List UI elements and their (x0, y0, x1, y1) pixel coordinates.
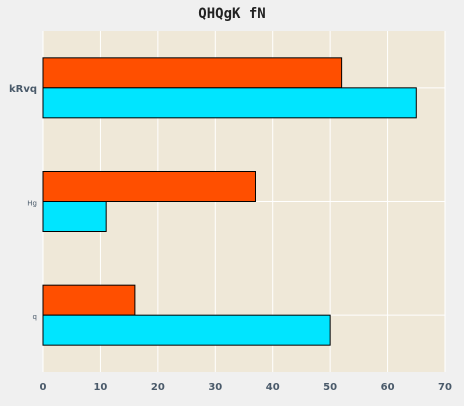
y-tick-label-1: Hg (27, 200, 37, 208)
x-tick-label-5: 50 (323, 382, 337, 393)
bar-series0-1 (42, 171, 256, 202)
bar-series1-1 (42, 201, 107, 232)
x-tick-label-0: 0 (40, 382, 47, 393)
x-tick-label-6: 60 (381, 382, 395, 393)
y-tick-label-2: q (33, 313, 37, 321)
bar-series1-2 (42, 314, 331, 346)
y-tick-label-0: kRvq (9, 84, 37, 95)
x-tick-label-2: 20 (151, 382, 165, 393)
x-tick-label-4: 40 (266, 382, 280, 393)
bar-series1-0 (42, 87, 417, 119)
x-tick-label-3: 30 (208, 382, 222, 393)
bar-series0-0 (42, 57, 343, 89)
x-tick-label-7: 70 (438, 382, 452, 393)
chart-title: QHQgK fN (198, 6, 266, 22)
x-tick-label-1: 10 (93, 382, 107, 393)
bar-series0-2 (42, 284, 136, 316)
